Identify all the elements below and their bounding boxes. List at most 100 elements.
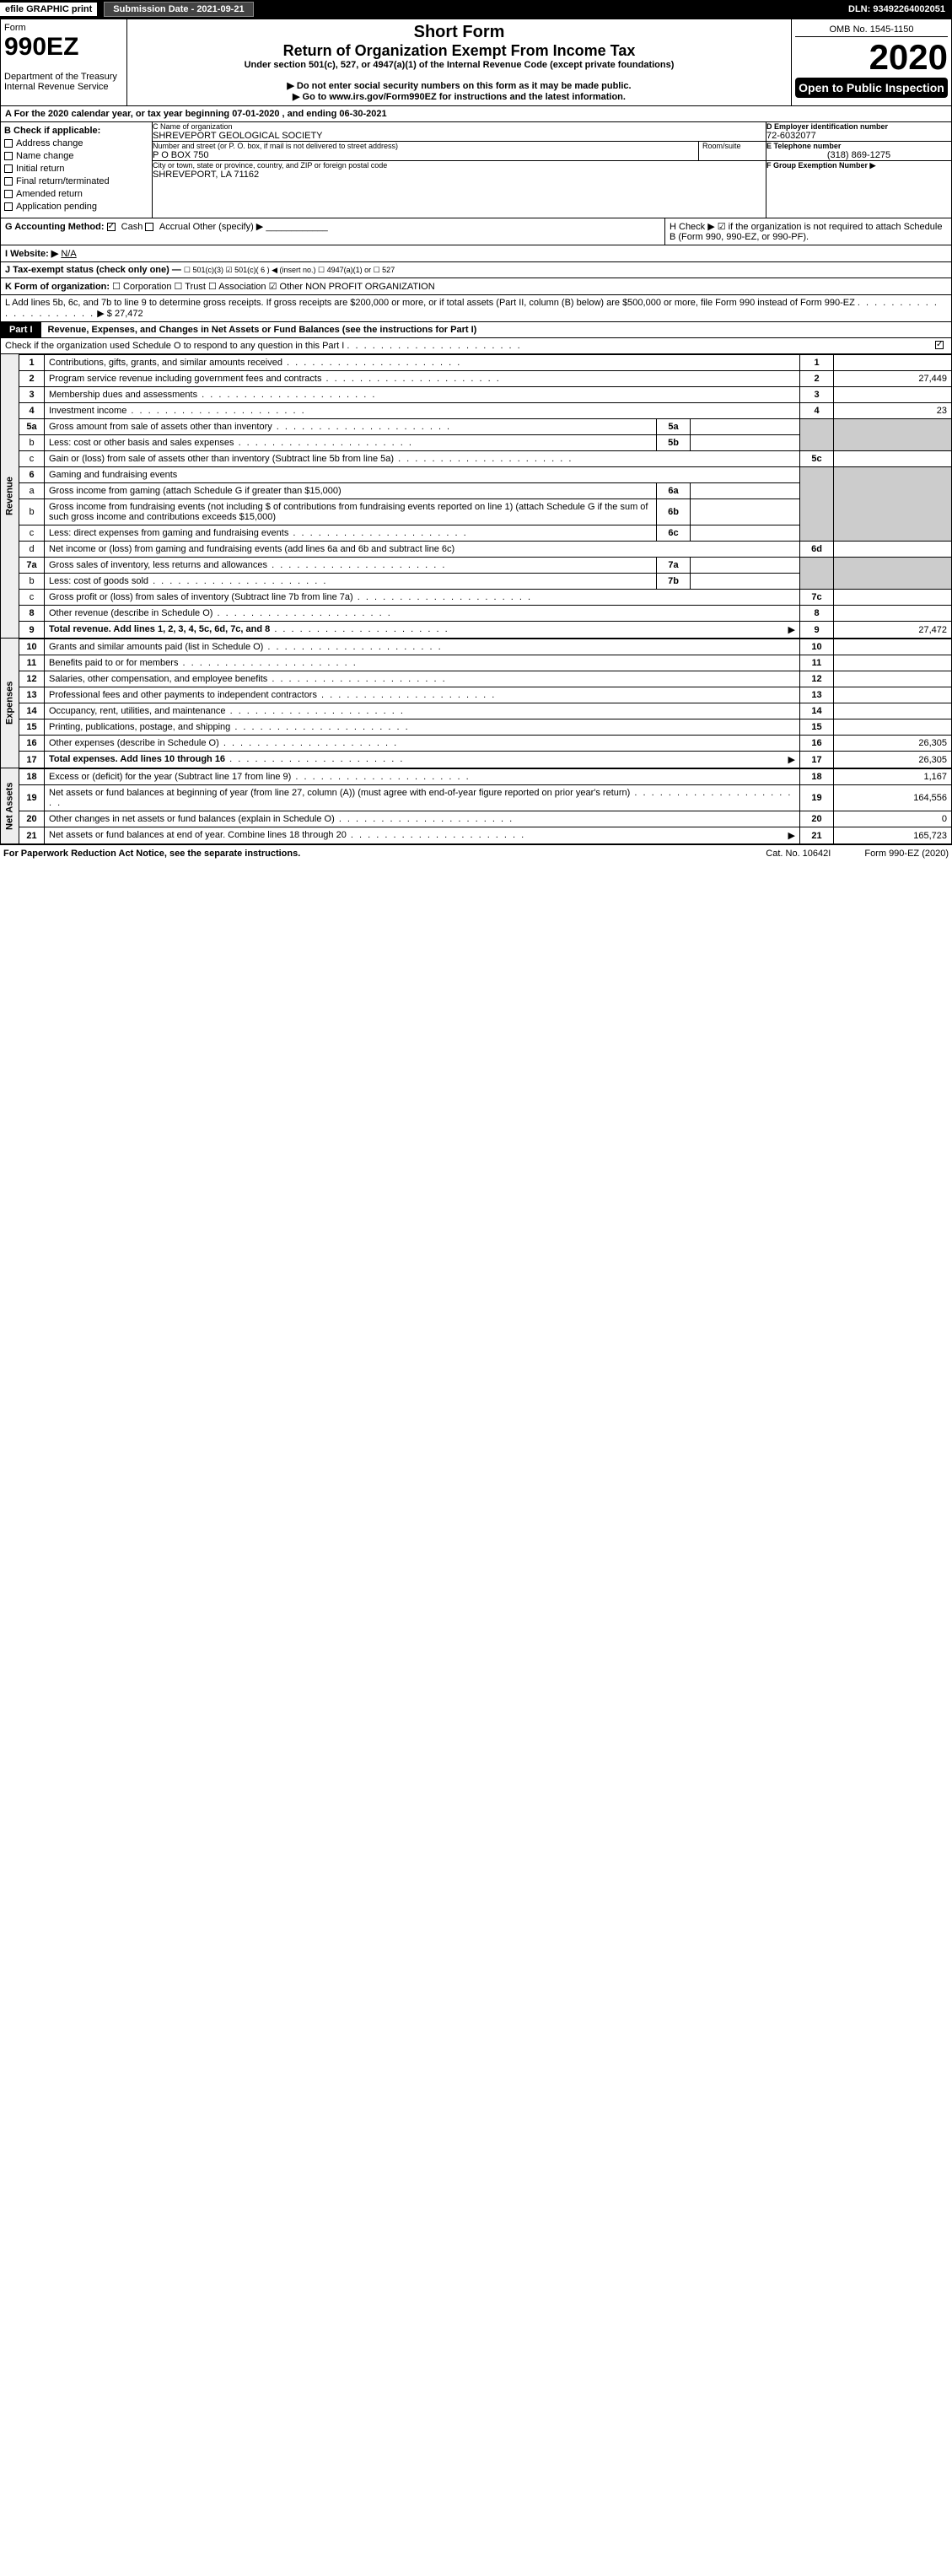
- page-footer: For Paperwork Reduction Act Notice, see …: [0, 844, 952, 862]
- part1-label: Part I: [1, 322, 41, 337]
- right-info: D Employer identification number 72-6032…: [766, 122, 951, 218]
- phone-label: E Telephone number: [766, 142, 951, 150]
- phone-value: (318) 869-1275: [766, 150, 951, 160]
- tax-exempt-label: J Tax-exempt status (check only one) —: [5, 265, 181, 275]
- short-form-title: Short Form: [131, 23, 788, 42]
- cb-schedule-o[interactable]: [935, 341, 944, 349]
- arrow-icon: ▶: [97, 309, 104, 319]
- line-20: 20Other changes in net assets or fund ba…: [19, 811, 952, 827]
- cb-label: Application pending: [16, 202, 97, 212]
- cb-label: Final return/terminated: [16, 176, 110, 186]
- line-19: 19Net assets or fund balances at beginni…: [19, 785, 952, 811]
- org-name-label: C Name of organization: [153, 122, 766, 131]
- cb-name-change[interactable]: Name change: [4, 151, 148, 161]
- row-j: J Tax-exempt status (check only one) — ☐…: [0, 262, 952, 278]
- website-label: I Website: ▶: [5, 249, 58, 259]
- line-5a: 5aGross amount from sale of assets other…: [19, 419, 952, 435]
- box-b: B Check if applicable: Address change Na…: [1, 122, 153, 218]
- expenses-table: 10Grants and similar amounts paid (list …: [19, 639, 952, 768]
- arrow-icon: ▶: [788, 830, 795, 841]
- line-2: 2Program service revenue including gover…: [19, 371, 952, 387]
- warning-goto: ▶ Go to www.irs.gov/Form990EZ for instru…: [131, 91, 788, 102]
- form-header: Form 990EZ Department of the Treasury In…: [0, 19, 952, 106]
- part1-check-row: Check if the organization used Schedule …: [0, 338, 952, 354]
- ein-label: D Employer identification number: [766, 122, 951, 131]
- line-12: 12Salaries, other compensation, and empl…: [19, 671, 952, 687]
- accounting-method-label: G Accounting Method:: [5, 222, 105, 232]
- line-6d: dNet income or (loss) from gaming and fu…: [19, 542, 952, 558]
- cb-label: Initial return: [16, 164, 64, 174]
- line-a: A For the 2020 calendar year, or tax yea…: [0, 106, 952, 122]
- tax-year: 2020: [795, 37, 948, 78]
- ein-value: 72-6032077: [766, 131, 951, 141]
- line-l-amount: $ 27,472: [107, 309, 143, 319]
- omb-number: OMB No. 1545-1150: [795, 23, 948, 37]
- warning-ssn: ▶ Do not enter social security numbers o…: [131, 80, 788, 91]
- line-1: 1Contributions, gifts, grants, and simil…: [19, 355, 952, 371]
- form-org-opts: ☐ Corporation ☐ Trust ☐ Association ☑ Ot…: [112, 282, 435, 292]
- expenses-sidelabel: Expenses: [1, 639, 19, 768]
- form-ref: Form 990-EZ (2020): [864, 849, 949, 859]
- cb-initial-return[interactable]: Initial return: [4, 164, 148, 174]
- part1-header: Part I Revenue, Expenses, and Changes in…: [0, 322, 952, 338]
- arrow-icon: ▶: [788, 624, 795, 635]
- cb-final-return[interactable]: Final return/terminated: [4, 176, 148, 186]
- expenses-section: Expenses 10Grants and similar amounts pa…: [0, 639, 952, 768]
- box-h: H Check ▶ ☑ if the organization is not r…: [664, 218, 951, 245]
- addr-label: Number and street (or P. O. box, if mail…: [153, 142, 698, 150]
- goto-link-text[interactable]: ▶ Go to www.irs.gov/Form990EZ for instru…: [293, 92, 626, 102]
- line-5c: cGain or (loss) from sale of assets othe…: [19, 451, 952, 467]
- cb-address-change[interactable]: Address change: [4, 138, 148, 148]
- subtitle: Under section 501(c), 527, or 4947(a)(1)…: [131, 60, 788, 70]
- line-16: 16Other expenses (describe in Schedule O…: [19, 736, 952, 752]
- paperwork-notice: For Paperwork Reduction Act Notice, see …: [3, 849, 300, 859]
- group-exemption-label: F Group Exemption Number ▶: [766, 161, 951, 170]
- revenue-sidelabel: Revenue: [1, 354, 19, 638]
- line-18: 18Excess or (deficit) for the year (Subt…: [19, 769, 952, 785]
- form-org-label: K Form of organization:: [5, 282, 110, 292]
- org-name: SHREVEPORT GEOLOGICAL SOCIETY: [153, 131, 766, 141]
- main-title: Return of Organization Exempt From Incom…: [131, 42, 788, 60]
- line-8: 8Other revenue (describe in Schedule O)8: [19, 606, 952, 622]
- org-city: SHREVEPORT, LA 71162: [153, 170, 766, 180]
- line-21: 21Net assets or fund balances at end of …: [19, 827, 952, 844]
- row-k: K Form of organization: ☐ Corporation ☐ …: [0, 278, 952, 295]
- irs-label: Internal Revenue Service: [4, 82, 123, 92]
- org-address: P O BOX 750: [153, 150, 698, 160]
- box-b-title: B Check if applicable:: [4, 126, 148, 136]
- city-label: City or town, state or province, country…: [153, 161, 766, 170]
- line-7a: 7aGross sales of inventory, less returns…: [19, 558, 952, 574]
- revenue-table: 1Contributions, gifts, grants, and simil…: [19, 354, 952, 639]
- cb-accrual[interactable]: [145, 223, 153, 231]
- line-15: 15Printing, publications, postage, and s…: [19, 719, 952, 736]
- tax-year-range: A For the 2020 calendar year, or tax yea…: [1, 106, 391, 121]
- submission-date: Submission Date - 2021-09-21: [104, 2, 253, 17]
- line-6: 6Gaming and fundraising events: [19, 467, 952, 483]
- box-h-text: H Check ▶ ☑ if the organization is not r…: [670, 222, 942, 242]
- efile-label[interactable]: efile GRAPHIC print: [0, 3, 97, 16]
- line-13: 13Professional fees and other payments t…: [19, 687, 952, 703]
- netassets-table: 18Excess or (deficit) for the year (Subt…: [19, 768, 952, 844]
- cash-label: Cash: [121, 222, 143, 232]
- other-label: Other (specify) ▶: [193, 222, 264, 232]
- part1-check-text: Check if the organization used Schedule …: [5, 341, 344, 351]
- entity-info-row: B Check if applicable: Address change Na…: [0, 122, 952, 218]
- row-l: L Add lines 5b, 6c, and 7b to line 9 to …: [0, 295, 952, 322]
- line-9: 9Total revenue. Add lines 1, 2, 3, 4, 5c…: [19, 622, 952, 639]
- cb-label: Amended return: [16, 189, 83, 199]
- line-17: 17Total expenses. Add lines 10 through 1…: [19, 752, 952, 768]
- line-10: 10Grants and similar amounts paid (list …: [19, 639, 952, 655]
- dln-label: DLN: 93492264002051: [848, 4, 952, 14]
- line-4: 4Investment income423: [19, 403, 952, 419]
- cat-no: Cat. No. 10642I: [766, 849, 831, 859]
- part1-title: Revenue, Expenses, and Changes in Net As…: [41, 322, 484, 337]
- form-number: 990EZ: [4, 33, 123, 62]
- revenue-section: Revenue 1Contributions, gifts, grants, a…: [0, 354, 952, 639]
- netassets-section: Net Assets 18Excess or (deficit) for the…: [0, 768, 952, 844]
- line-14: 14Occupancy, rent, utilities, and mainte…: [19, 703, 952, 719]
- open-public-inspection: Open to Public Inspection: [795, 78, 948, 98]
- cb-application-pending[interactable]: Application pending: [4, 202, 148, 212]
- cb-amended-return[interactable]: Amended return: [4, 189, 148, 199]
- cb-cash[interactable]: [107, 223, 116, 231]
- line-11: 11Benefits paid to or for members11: [19, 655, 952, 671]
